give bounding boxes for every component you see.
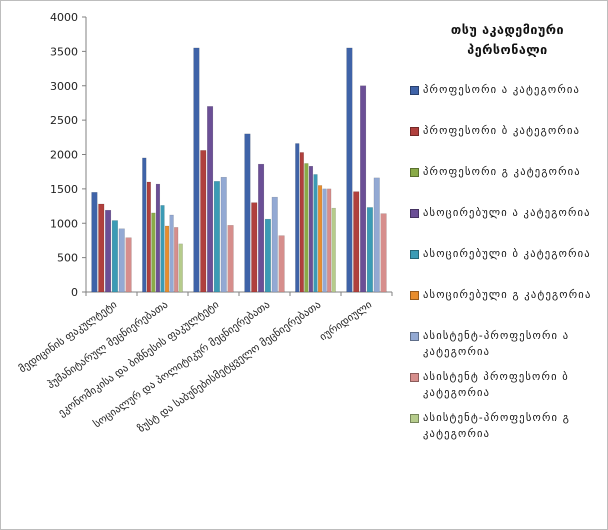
y-tick-label: 0 [71,286,78,299]
bars [91,47,387,293]
bar [227,225,234,293]
bar [118,228,125,293]
legend-label: ასოცირებული ბ კატეგორია [423,248,591,260]
y-tick-label: 1000 [50,217,78,230]
bar [366,207,373,293]
y-tick-label: 500 [57,252,78,265]
y-tick-label: 3500 [50,45,78,58]
legend-swatch [410,414,419,423]
bar [105,209,112,293]
bar [91,192,98,293]
legend-item: პროფესორი ბ კატეგორია [410,123,600,164]
bar [174,227,179,293]
bar [146,181,151,293]
bar [373,177,380,293]
bar [155,183,161,293]
legend-label: ასისტენტ-პროფესორი ა კატეგორია [423,330,570,358]
legend-label: ასისტენტ პროფესორი ბ კატეგორია [423,371,569,399]
bar [308,165,314,293]
legend-swatch [410,250,419,259]
legend-swatch [410,291,419,300]
legend-item: პროფესორი ა კატეგორია [410,82,600,123]
bar [360,85,367,293]
bar [304,163,309,293]
category-label: ზუსტ და საბუნებისმეტყველო მეცნიერებათა [136,299,323,435]
chart-title: თსუ აკადემიური პერსონალი [450,22,565,57]
bar [220,176,227,293]
y-tick-label: 4000 [50,11,78,24]
bar [258,163,265,293]
legend-item: პროფესორი გ კატეგორია [410,164,600,205]
legend-label: პროფესორი ბ კატეგორია [423,125,581,137]
legend-swatch [410,168,419,177]
bar [213,181,220,293]
bar [200,150,207,293]
bar [98,203,105,293]
bar [169,214,174,293]
bar [313,174,318,293]
bar [317,185,323,293]
bar [164,225,170,293]
bar [295,143,300,293]
y-tick-label: 3000 [50,80,78,93]
legend-swatch [410,127,419,136]
bar [331,207,336,293]
bar [271,196,278,293]
bar [299,152,304,293]
category-label: სოციალურ და პოლიტიკურ მეცნიერებათა [91,299,272,431]
legend-label: ასისტენტ-პროფესორი გ კატეგორია [423,412,570,440]
legend-item: ასისტენტ-პროფესორი ა კატეგორია [410,328,600,369]
legend-item: ასოცირებული ა კატეგორია [410,205,600,246]
legend: თსუ აკადემიური პერსონალი პროფესორი ა კატ… [410,20,600,451]
bar [380,213,387,293]
legend-swatch [410,373,419,382]
bar [244,133,251,293]
legend-label: ასოცირებული გ კატეგორია [423,289,592,301]
bar [322,188,327,293]
bar [160,205,165,293]
category-label: იურიდიული [317,299,374,344]
legend-label: პროფესორი ა კატეგორია [423,84,581,96]
legend-item: ასისტენტ პროფესორი ბ კატეგორია [410,369,600,410]
bar [353,191,360,293]
axes [82,16,393,296]
legend-swatch [410,209,419,218]
legend-items: პროფესორი ა კატეგორია პროფესორი ბ კატეგო… [410,82,600,451]
category-label: მედიცინის ფაკულტეტი [17,299,119,376]
y-tick-label: 2500 [50,114,78,127]
legend-swatch [410,86,419,95]
bar [251,202,258,293]
bar [151,212,156,293]
bar [278,235,285,293]
bar [111,220,118,293]
bar [178,243,183,293]
bar [207,106,214,293]
bar [346,47,353,293]
legend-swatch [410,332,419,341]
legend-label: ასოცირებული ა კატეგორია [423,207,591,219]
bar [193,47,200,293]
legend-label: პროფესორი გ კატეგორია [423,166,581,178]
y-tick-label: 1500 [50,183,78,196]
y-tick-label: 2000 [50,149,78,162]
bar [142,157,147,293]
bar [327,188,332,293]
bar [125,237,132,293]
bar [264,218,271,293]
legend-item: ასოცირებული ბ კატეგორია [410,246,600,287]
legend-item: ასოცირებული გ კატეგორია [410,287,600,328]
legend-item: ასისტენტ-პროფესორი გ კატეგორია [410,410,600,451]
